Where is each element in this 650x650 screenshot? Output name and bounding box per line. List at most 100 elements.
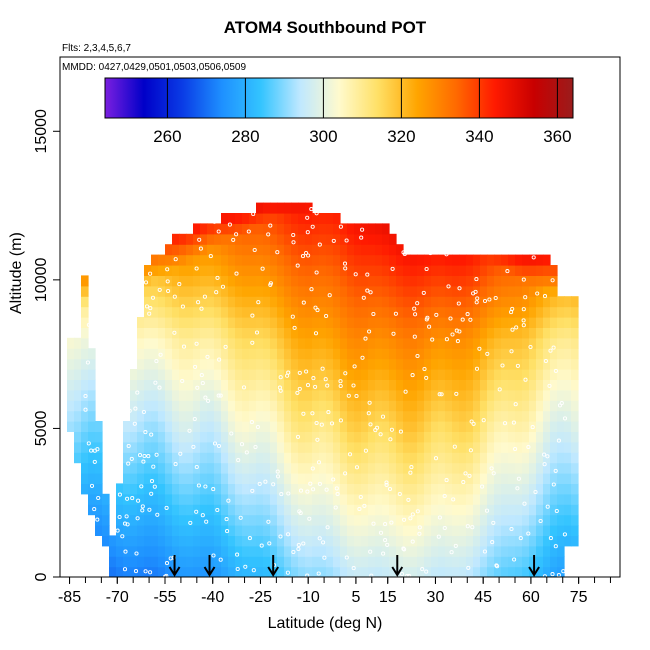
field-cell — [284, 504, 292, 516]
field-cell — [312, 275, 320, 287]
measurement-point — [397, 491, 402, 497]
field-cell — [200, 462, 208, 474]
measurement-point — [424, 569, 429, 574]
field-cell — [466, 431, 474, 443]
field-cell — [214, 296, 222, 308]
field-cell — [459, 254, 467, 266]
field-cell — [137, 400, 145, 412]
field-cell — [214, 452, 222, 464]
x-tick-label: 45 — [474, 589, 492, 606]
field-cell — [494, 535, 502, 547]
measurement-point — [243, 564, 248, 569]
field-cell — [179, 556, 187, 568]
field-cell — [347, 566, 355, 577]
field-cell — [263, 410, 271, 422]
field-cell — [298, 473, 306, 484]
field-cell — [501, 514, 509, 526]
field-cell — [123, 493, 131, 505]
field-cell — [172, 254, 180, 266]
field-cell — [564, 379, 572, 391]
field-cell — [235, 358, 243, 370]
measurement-point — [250, 488, 255, 493]
field-cell — [305, 265, 313, 276]
measurement-point — [363, 448, 368, 453]
field-cell — [221, 327, 229, 339]
field-cell — [249, 545, 257, 557]
measurement-point — [127, 408, 132, 413]
measurement-point — [291, 240, 296, 245]
field-cell — [263, 285, 271, 297]
field-cell — [529, 421, 537, 432]
measurement-point — [157, 385, 162, 390]
field-cell — [186, 327, 194, 339]
field-cell — [207, 254, 215, 266]
field-cell — [571, 410, 579, 422]
field-cell — [312, 285, 320, 297]
field-cell — [312, 525, 320, 536]
measurement-point — [125, 496, 130, 501]
field-cell — [389, 452, 397, 464]
field-cell — [326, 317, 334, 328]
measurement-point — [474, 366, 480, 371]
field-cell — [256, 327, 264, 339]
field-cell — [494, 556, 502, 568]
field-cell — [186, 483, 194, 495]
measurement-point — [211, 553, 216, 558]
field-cell — [410, 254, 418, 266]
field-cell — [200, 306, 208, 318]
field-cell — [382, 233, 390, 245]
measurement-point — [235, 552, 240, 557]
field-cell — [452, 379, 460, 391]
field-cell — [242, 462, 250, 474]
field-cell — [144, 337, 152, 349]
field-cell — [438, 441, 446, 453]
field-cell — [501, 556, 509, 568]
field-cell — [305, 369, 313, 380]
field-cell — [529, 306, 537, 318]
field-cell — [410, 545, 418, 557]
field-cell — [403, 504, 411, 516]
measurement-point — [383, 522, 388, 527]
field-cell — [270, 244, 278, 256]
field-cell — [354, 462, 362, 474]
field-cell — [452, 441, 460, 453]
field-cell — [347, 254, 355, 266]
field-cell — [501, 317, 509, 328]
field-cell — [452, 410, 460, 422]
field-cell — [480, 431, 488, 443]
field-cell — [130, 421, 138, 432]
field-cell — [158, 379, 166, 391]
field-cell — [431, 483, 439, 495]
field-cell — [221, 483, 229, 495]
measurement-point — [278, 375, 283, 380]
field-cell — [354, 431, 362, 443]
field-cell — [207, 493, 215, 505]
field-cell — [515, 410, 523, 422]
field-cell — [277, 275, 285, 287]
field-cell — [158, 389, 166, 401]
field-cell — [417, 400, 425, 412]
measurement-point — [550, 572, 555, 577]
field-cell — [333, 493, 341, 505]
field-cell — [151, 379, 159, 391]
measurement-point — [133, 569, 139, 574]
measurement-point — [495, 564, 500, 569]
field-cell — [424, 254, 432, 266]
field-cell — [235, 317, 243, 328]
field-cell — [557, 441, 565, 453]
field-cell — [536, 400, 544, 412]
field-cell — [207, 265, 215, 276]
field-cell — [235, 213, 243, 224]
measurement-point — [301, 411, 306, 416]
field-cell — [270, 202, 278, 214]
field-cell — [550, 431, 558, 443]
field-cell — [312, 296, 320, 308]
field-cell — [305, 254, 313, 266]
field-cell — [410, 410, 418, 422]
field-cell — [431, 400, 439, 412]
measurement-point — [497, 387, 502, 392]
field-cell — [333, 296, 341, 308]
field-cell — [151, 441, 159, 453]
field-cell — [431, 369, 439, 380]
field-cell — [319, 441, 327, 453]
